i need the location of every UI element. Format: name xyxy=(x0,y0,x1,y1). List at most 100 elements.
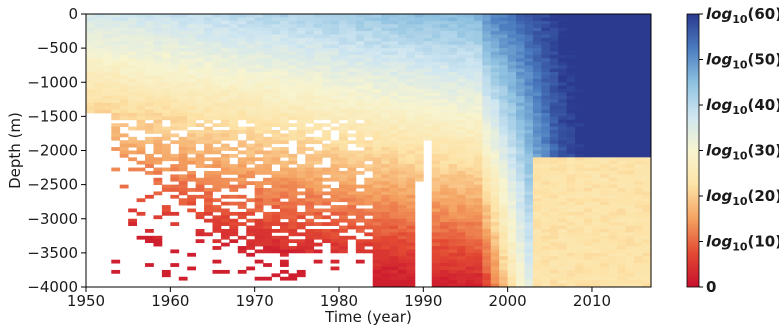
heatmap-cell xyxy=(389,48,399,52)
heatmap-cell xyxy=(187,116,197,121)
heatmap-cell xyxy=(490,228,500,233)
heatmap-cell xyxy=(111,259,121,264)
heatmap-cell xyxy=(549,215,559,220)
heatmap-cell xyxy=(204,27,213,32)
heatmap-cell xyxy=(330,242,340,247)
heatmap-cell xyxy=(440,276,450,281)
heatmap-cell xyxy=(575,280,584,284)
heatmap-cell xyxy=(499,106,509,110)
heatmap-cell xyxy=(490,78,500,83)
heatmap-cell xyxy=(288,34,298,39)
heatmap-cell xyxy=(119,17,129,22)
heatmap-cell xyxy=(119,92,129,97)
heatmap-cell xyxy=(204,20,213,25)
heatmap-cell xyxy=(220,48,230,52)
colorbar-tick-label: log10(40) xyxy=(706,96,779,117)
heatmap-cell xyxy=(583,208,593,213)
heatmap-cell xyxy=(625,116,635,121)
heatmap-cell xyxy=(102,44,112,49)
heatmap-cell xyxy=(229,133,239,138)
heatmap-cell xyxy=(634,177,643,182)
heatmap-cell xyxy=(237,27,247,32)
heatmap-cell xyxy=(86,85,95,90)
heatmap-cell xyxy=(440,164,450,168)
heatmap-cell xyxy=(634,106,643,110)
heatmap-cell xyxy=(322,201,331,206)
heatmap-cell xyxy=(246,27,256,32)
heatmap-cell xyxy=(591,85,601,90)
heatmap-cell xyxy=(507,164,517,168)
heatmap-cell xyxy=(440,92,450,97)
heatmap-cell xyxy=(128,85,137,90)
heatmap-cell xyxy=(499,170,509,175)
heatmap-cell xyxy=(524,273,534,278)
heatmap-cell xyxy=(499,123,509,128)
heatmap-cell xyxy=(617,246,627,250)
heatmap-cell xyxy=(600,14,610,18)
heatmap-cell xyxy=(558,242,568,247)
heatmap-cell xyxy=(288,174,298,179)
heatmap-cell xyxy=(541,242,551,247)
heatmap-cell xyxy=(136,126,146,131)
heatmap-cell xyxy=(549,181,559,186)
heatmap-cell xyxy=(102,85,112,90)
heatmap-cell xyxy=(642,276,652,281)
heatmap-cell xyxy=(406,140,416,145)
heatmap-cell xyxy=(532,153,542,158)
heatmap-cell xyxy=(532,72,542,76)
heatmap-cell xyxy=(440,82,450,87)
heatmap-cell xyxy=(600,41,610,46)
heatmap-cell xyxy=(229,99,239,104)
heatmap-cell xyxy=(507,109,517,114)
heatmap-cell xyxy=(153,14,163,18)
heatmap-cell xyxy=(296,116,306,121)
heatmap-cell xyxy=(128,61,137,66)
heatmap-cell xyxy=(263,136,272,141)
heatmap-cell xyxy=(516,188,525,192)
heatmap-cell xyxy=(617,222,627,226)
heatmap-cell xyxy=(381,177,390,182)
heatmap-cell xyxy=(128,14,137,18)
heatmap-cell xyxy=(625,191,635,196)
heatmap-cell xyxy=(583,164,593,168)
heatmap-cell xyxy=(381,34,390,39)
heatmap-cell xyxy=(389,140,399,145)
heatmap-cell xyxy=(465,201,475,206)
heatmap-cell xyxy=(86,41,95,46)
heatmap-cell xyxy=(608,14,618,18)
heatmap-cell xyxy=(414,116,424,121)
heatmap-cell xyxy=(204,201,213,206)
heatmap-cell xyxy=(625,106,635,110)
heatmap-cell xyxy=(237,58,247,63)
heatmap-cell xyxy=(111,102,121,107)
heatmap-cell xyxy=(187,72,197,76)
heatmap-cell xyxy=(338,65,348,69)
heatmap-cell xyxy=(381,27,390,32)
heatmap-cell xyxy=(549,65,559,69)
heatmap-cell xyxy=(355,116,365,121)
heatmap-cell xyxy=(271,92,281,97)
heatmap-cell xyxy=(532,222,542,226)
heatmap-cell xyxy=(313,95,323,100)
heatmap-cell xyxy=(558,259,568,264)
heatmap-cell xyxy=(440,116,450,121)
heatmap-cell xyxy=(457,280,466,284)
heatmap-cell xyxy=(296,102,306,107)
heatmap-cell xyxy=(541,222,551,226)
heatmap-cell xyxy=(608,89,618,93)
heatmap-cell xyxy=(246,17,256,22)
heatmap-cell xyxy=(617,143,627,148)
heatmap-cell xyxy=(482,61,492,66)
heatmap-cell xyxy=(296,133,306,138)
heatmap-cell xyxy=(263,75,272,80)
heatmap-cell xyxy=(625,228,635,233)
heatmap-cell xyxy=(558,147,568,151)
heatmap-cell xyxy=(161,109,171,114)
heatmap-cell xyxy=(220,164,230,168)
heatmap-cell xyxy=(625,232,635,237)
heatmap-cell xyxy=(313,106,323,110)
heatmap-cell xyxy=(608,153,618,158)
heatmap-cell xyxy=(204,208,213,213)
heatmap-cell xyxy=(279,123,289,128)
heatmap-cell xyxy=(625,34,635,39)
